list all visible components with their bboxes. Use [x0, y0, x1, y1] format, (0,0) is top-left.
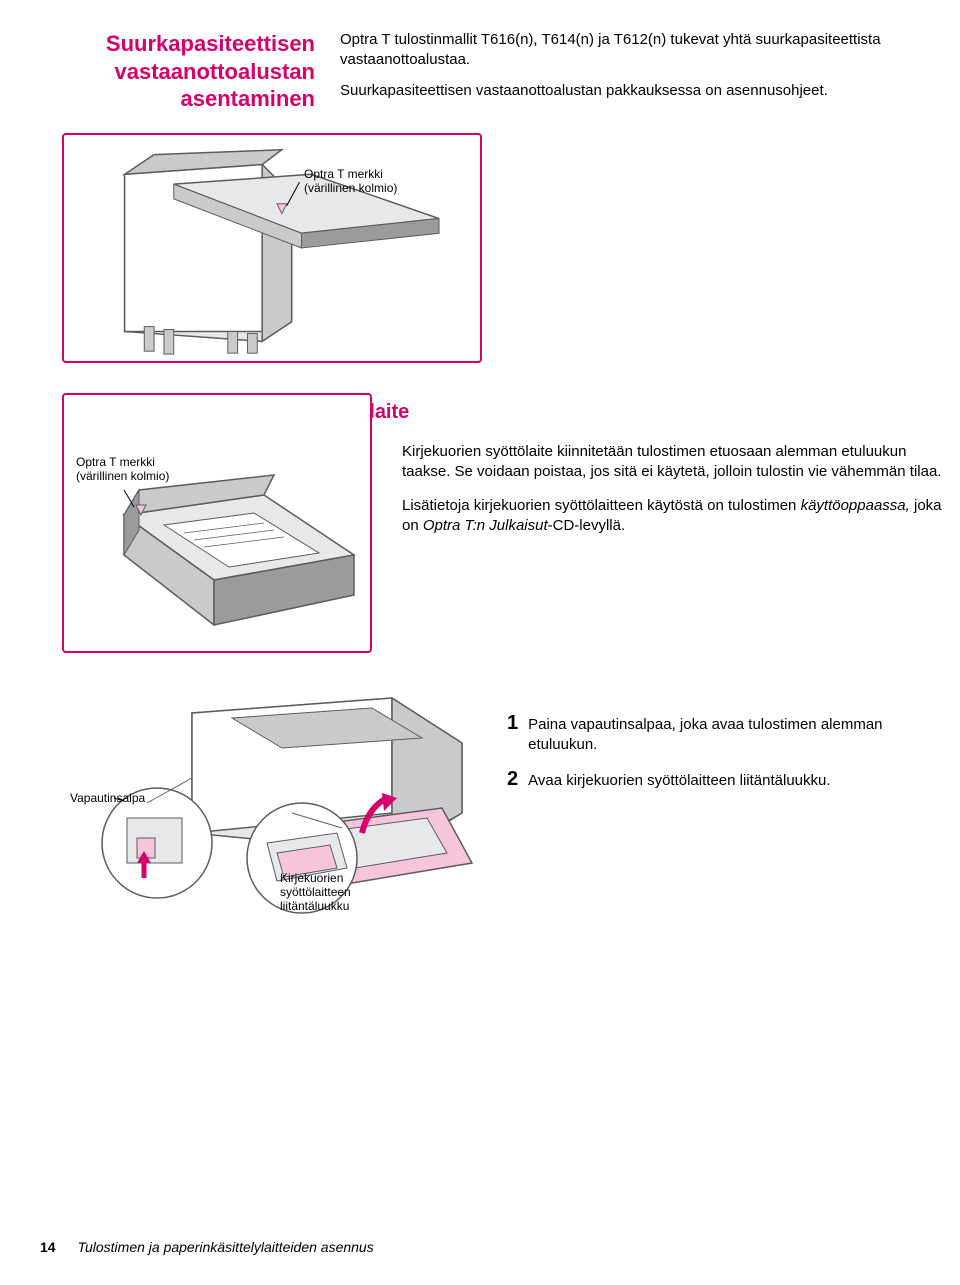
section-1-body: Optra T tulostinmallit T616(n), T614(n) … — [340, 30, 960, 113]
step-1-number: 1 — [507, 713, 518, 756]
heading-line-3: asentaminen — [181, 86, 316, 111]
heading-line-2: vastaanottoalustan — [115, 59, 316, 84]
figure-2: Optra T merkki (värillinen kolmio) — [62, 393, 372, 653]
figure-1-illustration — [64, 135, 480, 361]
section-3-body: 1 Paina vapautinsalpaa, joka avaa tulost… — [482, 683, 960, 933]
section-1: Suurkapasiteettisen vastaanottoalustan a… — [0, 30, 960, 113]
figure-3: Vapautinsalpa Kirjekuorien syöttölaittee… — [62, 683, 482, 933]
figure-1-label-line-2: (värillinen kolmio) — [304, 181, 397, 195]
section-2: Optra T merkki (värillinen kolmio) Kirje… — [0, 393, 960, 653]
figure-1-label: Optra T merkki (värillinen kolmio) — [304, 167, 397, 196]
figure-3-label-left: Vapautinsalpa — [70, 791, 145, 805]
step-1-text: Paina vapautinsalpaa, joka avaa tulostim… — [528, 713, 950, 756]
figure-2-label-line-1: Optra T merkki — [76, 455, 155, 469]
step-2-number: 2 — [507, 769, 518, 791]
section-2-para-2: Lisätietoja kirjekuorien syöttölaitteen … — [402, 496, 950, 537]
section-1-para-1: Optra T tulostinmallit T616(n), T614(n) … — [340, 30, 950, 71]
figure-3-illustration — [62, 683, 482, 933]
figure-2-label-line-2: (värillinen kolmio) — [76, 469, 169, 483]
figure-3-label-bottom: Kirjekuorien syöttölaitteen liitäntäluuk… — [280, 871, 351, 914]
figure-1-label-line-1: Optra T merkki — [304, 167, 383, 181]
section-1-para-2: Suurkapasiteettisen vastaanottoalustan p… — [340, 81, 950, 101]
section-2-para-1: Kirjekuorien syöttölaite kiinnitetään tu… — [402, 442, 950, 483]
step-2: 2 Avaa kirjekuorien syöttölaitteen liitä… — [507, 769, 950, 791]
chapter-title: Tulostimen ja paperinkäsittelylaitteiden… — [77, 1239, 373, 1255]
step-1: 1 Paina vapautinsalpaa, joka avaa tulost… — [507, 713, 950, 756]
heading-line-1: Suurkapasiteettisen — [106, 31, 315, 56]
figure-2-label: Optra T merkki (värillinen kolmio) — [76, 455, 169, 484]
step-2-text: Avaa kirjekuorien syöttölaitteen liitänt… — [528, 769, 830, 791]
section-3: Vapautinsalpa Kirjekuorien syöttölaittee… — [0, 683, 960, 933]
section-1-heading: Suurkapasiteettisen vastaanottoalustan a… — [0, 30, 340, 113]
page-number: 14 — [40, 1239, 56, 1255]
figure-1: Optra T merkki (värillinen kolmio) — [62, 133, 482, 363]
section-2-body: Kirjekuorien syöttölaite Kirjekuorien sy… — [402, 438, 960, 653]
page-content: Suurkapasiteettisen vastaanottoalustan a… — [0, 0, 960, 933]
figure-2-illustration — [64, 395, 374, 655]
page-footer: 14 Tulostimen ja paperinkäsittelylaittei… — [40, 1239, 374, 1255]
